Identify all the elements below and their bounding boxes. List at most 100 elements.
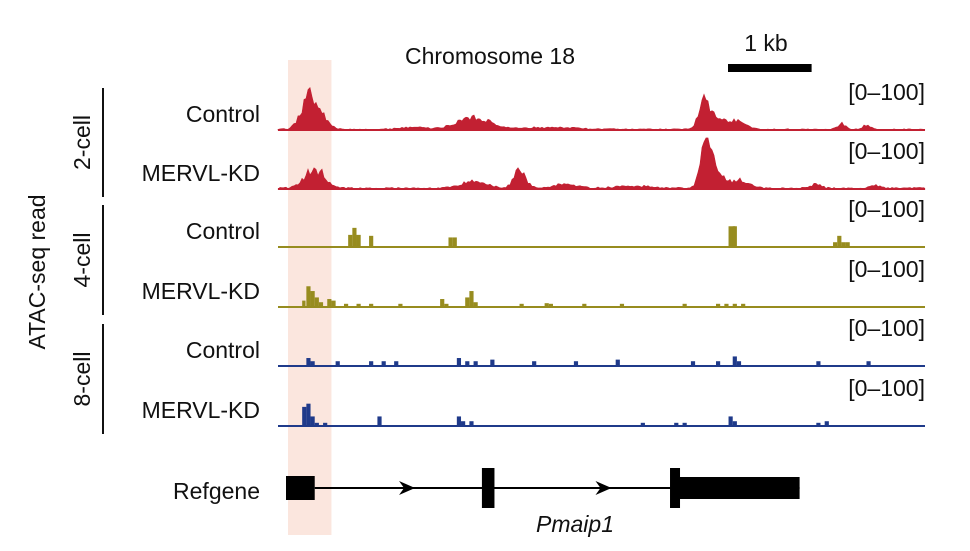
track-bar: [369, 303, 374, 307]
track-bar: [716, 361, 721, 366]
track-bar: [318, 302, 324, 307]
track-bar: [302, 406, 307, 426]
track-range: [0–100]: [848, 138, 925, 164]
track-bar: [816, 422, 821, 426]
track-bar: [615, 359, 620, 366]
strand-arrow: [399, 481, 416, 495]
track-bar: [473, 302, 478, 307]
gene-track: Refgene Pmaip1: [173, 468, 800, 537]
track-bar: [335, 361, 340, 366]
track-bar: [440, 299, 445, 307]
track-bar: [306, 403, 311, 426]
track-bar: [732, 356, 737, 366]
track-bar: [448, 237, 453, 247]
y-axis-label: ATAC-seq read: [24, 194, 50, 349]
track-bar: [456, 416, 462, 426]
track-label: MERVL-KD: [142, 397, 260, 423]
track-bar: [327, 299, 332, 307]
track-bar: [582, 303, 587, 307]
track-bar: [732, 226, 737, 247]
track-bar: [732, 303, 737, 307]
track-bar: [619, 303, 625, 307]
scale-bar-label: 1 kb: [744, 30, 787, 56]
track-bar: [736, 361, 742, 366]
track-bar: [356, 234, 361, 247]
track-bar: [398, 303, 403, 307]
track-range: [0–100]: [848, 256, 925, 282]
track-range: [0–100]: [848, 375, 925, 401]
track-bar: [314, 297, 319, 307]
track-bar: [381, 361, 386, 366]
track-signal: [277, 86, 926, 131]
track-bar: [490, 359, 495, 366]
track-bar: [724, 303, 729, 307]
track-bar: [456, 358, 462, 366]
track-bar: [444, 303, 449, 307]
track-bar: [465, 361, 470, 366]
track-bar: [310, 416, 315, 426]
track-bar: [544, 303, 549, 307]
track-bar: [548, 303, 553, 307]
chart-title: Chromosome 18: [405, 43, 575, 69]
track-bar: [473, 361, 478, 366]
track-bar: [532, 361, 537, 366]
strand-arrow: [595, 481, 612, 495]
track-label: Control: [186, 101, 260, 127]
track-bar: [833, 242, 838, 247]
track-label: Control: [186, 218, 260, 244]
scale-bar: [728, 64, 812, 72]
track-bar: [469, 291, 474, 307]
track-bar: [728, 226, 736, 247]
track-bar: [369, 361, 374, 366]
track-bar: [394, 361, 399, 366]
track-bar: [841, 242, 846, 247]
track-bar: [824, 421, 829, 426]
exon: [286, 476, 315, 500]
track-bar: [302, 300, 306, 307]
stage-groups: 2-cell 4-cell 8-cell: [69, 88, 104, 434]
track-bar: [310, 361, 315, 366]
tracks: Control [0–100] MERVL-KD [0–100] Control [0–1…: [142, 79, 926, 427]
track-bar: [866, 361, 871, 366]
exon: [678, 477, 800, 499]
track-bar: [845, 242, 850, 247]
track-bar: [469, 421, 474, 426]
exon: [670, 468, 681, 508]
track-bar: [452, 237, 457, 247]
track-bar: [690, 361, 696, 366]
track-signal: [277, 137, 926, 190]
track-bar: [519, 303, 524, 307]
track-range: [0–100]: [848, 79, 925, 105]
track-bar: [682, 422, 687, 426]
exon: [481, 468, 495, 508]
track-bar: [343, 303, 349, 307]
track-bar: [377, 416, 382, 426]
track-bar: [640, 422, 645, 426]
track-bar: [348, 234, 353, 247]
track-label: MERVL-KD: [142, 160, 260, 186]
track-bar: [352, 227, 357, 247]
track-bar: [331, 300, 336, 307]
track-bar: [465, 297, 470, 307]
track-bar: [369, 235, 374, 247]
track-bar: [728, 416, 733, 426]
track-bar: [674, 422, 679, 426]
track-bar: [682, 303, 687, 307]
track-bar: [323, 422, 328, 426]
group-label: 2-cell: [69, 115, 95, 170]
track-bar: [573, 361, 579, 366]
track-label: MERVL-KD: [142, 278, 260, 304]
track-bar: [306, 286, 311, 307]
track-bar: [741, 303, 746, 307]
group-label: 8-cell: [69, 352, 95, 407]
track-bar: [306, 358, 311, 366]
track-bar: [314, 422, 319, 426]
group-label: 4-cell: [69, 233, 95, 288]
track-bar: [732, 421, 737, 426]
track-range: [0–100]: [848, 315, 925, 341]
track-bar: [461, 421, 466, 426]
track-bar: [837, 235, 842, 247]
track-bar: [816, 361, 821, 366]
